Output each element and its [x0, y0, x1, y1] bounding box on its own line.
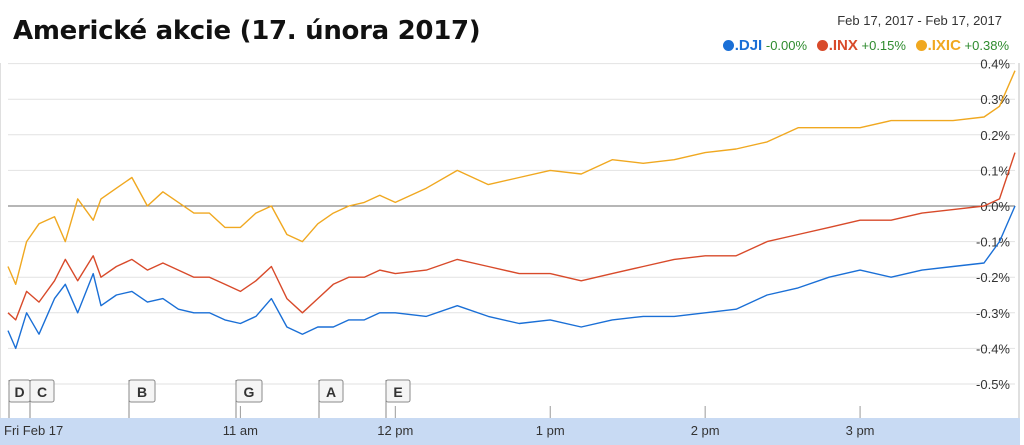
legend-item-dji[interactable]: .DJI -0.00% [722, 37, 808, 54]
annotation-label: E [393, 384, 402, 400]
y-tick-label: -0.4% [976, 341, 1010, 356]
x-tick-label: 3 pm [846, 423, 875, 438]
annotation-label: C [37, 384, 47, 400]
legend: .DJI -0.00% .INX +0.15% .IXIC +0.38% [717, 37, 1009, 54]
x-tick-label: 1 pm [536, 423, 565, 438]
legend-item-inx[interactable]: .INX +0.15% [816, 37, 906, 54]
legend-dot-icon [816, 40, 828, 51]
series-line-dji [7, 205, 1016, 350]
legend-symbol: .IXIC [927, 37, 961, 54]
y-tick-label: -0.2% [976, 270, 1010, 285]
date-range: Feb 17, 2017 - Feb 17, 2017 [837, 13, 1002, 28]
annotation-flag [318, 379, 344, 403]
legend-item-ixic[interactable]: .IXIC +0.38% [915, 37, 1009, 54]
series-line-inx [7, 152, 1016, 321]
annotation-flag [128, 379, 156, 403]
x-tick-label: Fri Feb 17 [4, 423, 63, 438]
y-tick-label: 0.1% [980, 163, 1010, 178]
legend-symbol: .INX [828, 37, 858, 54]
legend-change: -0.00% [765, 38, 808, 53]
legend-change: +0.15% [861, 38, 906, 53]
y-tick-label: 0.3% [980, 92, 1010, 107]
annotation-flag [235, 379, 263, 403]
y-tick-label: 0.2% [980, 128, 1010, 143]
y-tick-label: 0.4% [980, 57, 1010, 72]
x-tick-label: 12 pm [377, 423, 413, 438]
x-axis-band [0, 418, 1020, 445]
legend-dot-icon [915, 40, 927, 51]
annotation-flag [385, 379, 411, 403]
y-tick-label: -0.5% [976, 377, 1010, 392]
annotation-flag [29, 379, 55, 403]
annotation-label: G [244, 384, 255, 400]
legend-dot-icon [722, 40, 734, 51]
x-tick-label: 11 am [223, 423, 258, 438]
y-tick-label: 0.0% [980, 199, 1010, 214]
chart-title: Americké akcie (17. února 2017) [13, 16, 481, 46]
legend-change: +0.38% [964, 38, 1009, 53]
y-tick-label: -0.1% [976, 235, 1010, 250]
annotation-label: A [326, 384, 336, 400]
x-tick-label: 2 pm [691, 423, 720, 438]
legend-symbol: .DJI [734, 37, 763, 54]
y-tick-label: -0.3% [976, 306, 1010, 321]
series-line-ixic [7, 70, 1016, 285]
annotation-label: B [137, 384, 147, 400]
annotation-label: D [14, 384, 24, 400]
